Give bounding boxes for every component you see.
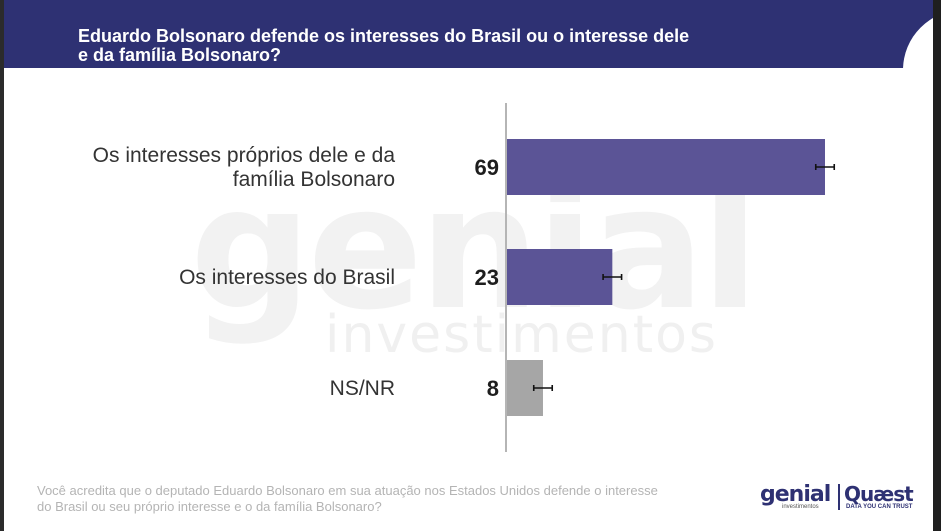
category-label-0-1: família Bolsonaro [233, 168, 395, 191]
value-label-2: 8 [487, 376, 499, 401]
footnote: Você acredita que o deputado Eduardo Bol… [37, 483, 737, 515]
value-label-0: 69 [475, 155, 499, 180]
chart-title-line-2: e da família Bolsonaro? [78, 45, 282, 65]
bar-0 [506, 139, 825, 195]
frame-right-edge [933, 0, 941, 531]
logos: genial investimentos Quæst DATA YOU CAN … [760, 482, 920, 512]
frame-left-edge [0, 0, 4, 531]
logo-separator [838, 484, 840, 510]
genial-logo: genial [760, 482, 831, 507]
footnote-line-1: Você acredita que o deputado Eduardo Bol… [37, 483, 658, 498]
category-label-1-0: Os interesses do Brasil [179, 266, 395, 289]
quaest-logo-sub: DATA YOU CAN TRUST [846, 504, 913, 510]
chart-title: Eduardo Bolsonaro defende os interesses … [78, 27, 758, 65]
value-label-1: 23 [475, 265, 499, 290]
footnote-line-2: do Brasil ou seu próprio interesse e o d… [37, 499, 382, 514]
chart-title-line-1: Eduardo Bolsonaro defende os interesses … [78, 26, 690, 46]
bar-1 [506, 249, 613, 305]
genial-logo-sub: investimentos [782, 504, 819, 510]
header-bar [4, 0, 933, 68]
quaest-logo: Quæst [844, 482, 914, 506]
category-label-2-0: NS/NR [330, 377, 395, 400]
category-label-0-0: Os interesses próprios dele e da [93, 144, 396, 167]
